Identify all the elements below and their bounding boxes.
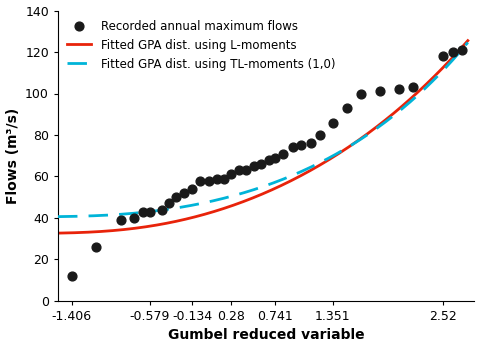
Recorded annual maximum flows bbox=[139, 209, 147, 214]
Recorded annual maximum flows bbox=[298, 143, 305, 148]
Recorded annual maximum flows bbox=[343, 105, 350, 111]
Recorded annual maximum flows bbox=[439, 53, 447, 59]
Fitted GPA dist. using TL-moments (1,0) bbox=[299, 169, 305, 173]
Recorded annual maximum flows bbox=[213, 176, 221, 181]
Recorded annual maximum flows bbox=[376, 89, 384, 94]
Fitted GPA dist. using TL-moments (1,0) bbox=[306, 166, 312, 170]
Recorded annual maximum flows bbox=[118, 217, 125, 223]
Fitted GPA dist. using L-moments bbox=[427, 79, 432, 83]
Recorded annual maximum flows bbox=[165, 200, 173, 206]
Fitted GPA dist. using L-moments bbox=[55, 231, 61, 235]
Recorded annual maximum flows bbox=[258, 161, 265, 167]
Recorded annual maximum flows bbox=[158, 207, 166, 212]
Recorded annual maximum flows bbox=[271, 155, 279, 160]
Recorded annual maximum flows bbox=[130, 215, 138, 221]
Legend: Recorded annual maximum flows, Fitted GPA dist. using L-moments, Fitted GPA dist: Recorded annual maximum flows, Fitted GP… bbox=[64, 16, 338, 74]
Fitted GPA dist. using TL-moments (1,0) bbox=[400, 105, 406, 110]
Y-axis label: Flows (m³/s): Flows (m³/s) bbox=[6, 108, 20, 204]
Recorded annual maximum flows bbox=[196, 178, 204, 183]
Recorded annual maximum flows bbox=[242, 167, 250, 173]
Recorded annual maximum flows bbox=[180, 190, 188, 196]
Fitted GPA dist. using TL-moments (1,0) bbox=[427, 82, 432, 86]
Recorded annual maximum flows bbox=[449, 49, 456, 55]
Line: Fitted GPA dist. using TL-moments (1,0): Fitted GPA dist. using TL-moments (1,0) bbox=[58, 42, 468, 217]
Recorded annual maximum flows bbox=[68, 273, 75, 279]
Fitted GPA dist. using L-moments bbox=[306, 169, 312, 173]
Recorded annual maximum flows bbox=[146, 209, 154, 214]
Recorded annual maximum flows bbox=[458, 47, 466, 53]
Recorded annual maximum flows bbox=[188, 186, 196, 192]
Fitted GPA dist. using TL-moments (1,0) bbox=[57, 214, 62, 219]
Recorded annual maximum flows bbox=[289, 145, 297, 150]
Recorded annual maximum flows bbox=[329, 120, 336, 125]
Fitted GPA dist. using L-moments bbox=[400, 103, 406, 107]
Recorded annual maximum flows bbox=[395, 87, 403, 92]
Fitted GPA dist. using TL-moments (1,0) bbox=[298, 170, 303, 174]
Recorded annual maximum flows bbox=[235, 167, 242, 173]
Recorded annual maximum flows bbox=[316, 132, 324, 138]
Recorded annual maximum flows bbox=[228, 172, 235, 177]
Line: Fitted GPA dist. using L-moments: Fitted GPA dist. using L-moments bbox=[58, 41, 468, 233]
Recorded annual maximum flows bbox=[279, 151, 287, 156]
Fitted GPA dist. using L-moments bbox=[298, 174, 303, 178]
Recorded annual maximum flows bbox=[250, 163, 258, 169]
Recorded annual maximum flows bbox=[92, 244, 100, 250]
Recorded annual maximum flows bbox=[307, 141, 314, 146]
Recorded annual maximum flows bbox=[409, 85, 417, 90]
Recorded annual maximum flows bbox=[220, 176, 228, 181]
Recorded annual maximum flows bbox=[357, 91, 365, 96]
Fitted GPA dist. using L-moments bbox=[299, 173, 305, 177]
Recorded annual maximum flows bbox=[172, 195, 180, 200]
Recorded annual maximum flows bbox=[265, 157, 273, 163]
Fitted GPA dist. using L-moments bbox=[465, 39, 471, 43]
X-axis label: Gumbel reduced variable: Gumbel reduced variable bbox=[168, 329, 364, 342]
Fitted GPA dist. using L-moments bbox=[57, 231, 62, 235]
Fitted GPA dist. using TL-moments (1,0) bbox=[465, 40, 471, 45]
Fitted GPA dist. using TL-moments (1,0) bbox=[55, 215, 61, 219]
Recorded annual maximum flows bbox=[205, 178, 213, 183]
